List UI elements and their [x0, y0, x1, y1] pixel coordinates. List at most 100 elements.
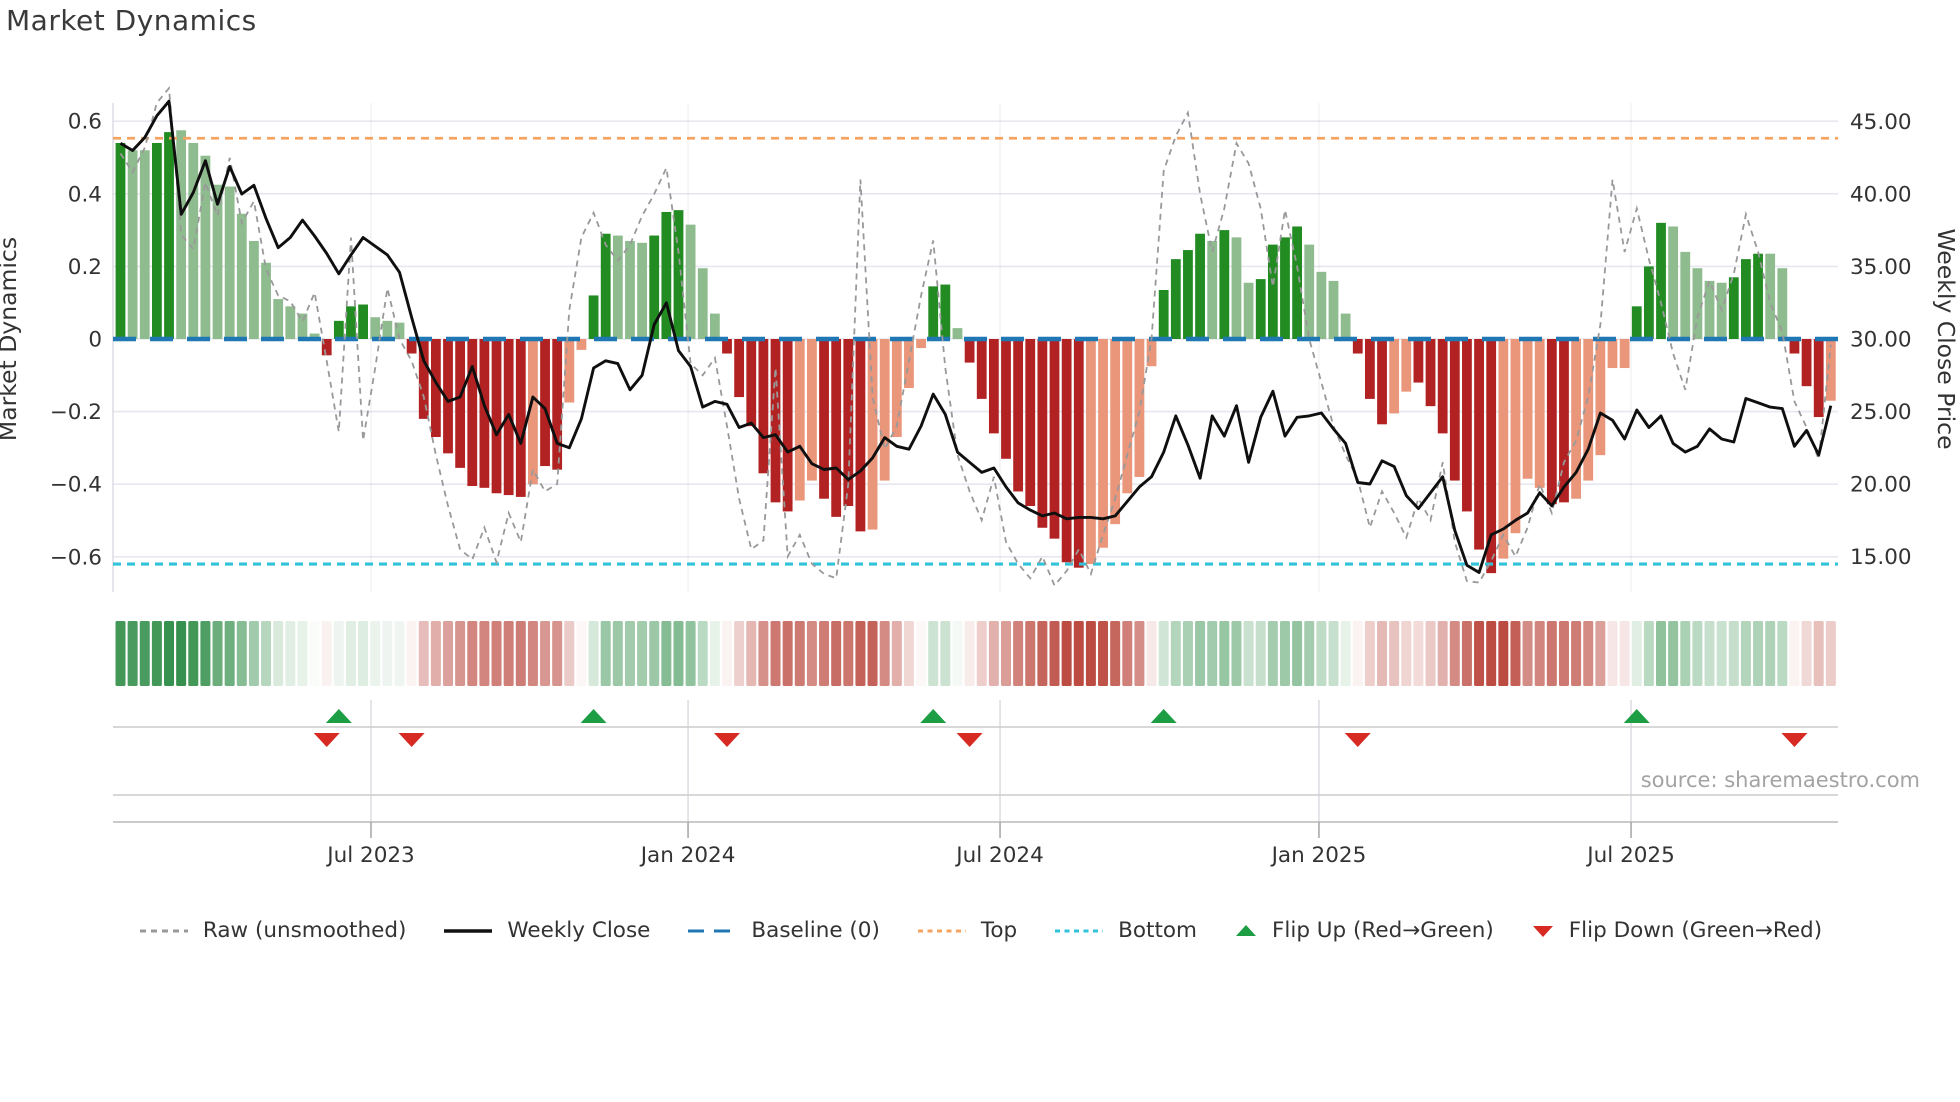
heatmap-cell [1316, 621, 1327, 686]
bar-positive [346, 306, 356, 339]
heatmap-cell [600, 621, 611, 686]
bar-positive [127, 150, 138, 339]
flip-down-icon [1532, 925, 1553, 937]
bar-negative [1025, 339, 1036, 506]
bar-positive [1207, 240, 1218, 339]
legend-line-icon [444, 928, 493, 933]
heatmap-cell [321, 621, 332, 686]
right-tick-label: 30.00 [1850, 328, 1912, 353]
heatmap-cell [1170, 621, 1181, 686]
bar-negative [1013, 339, 1024, 492]
heatmap-cell [1243, 621, 1254, 686]
x-tick-label: Jul 2023 [325, 843, 415, 868]
bar-negative [964, 339, 975, 363]
bar-negative [1462, 339, 1472, 512]
heatmap-cell [1571, 621, 1582, 686]
flip-up-marker-icon [1150, 709, 1177, 723]
legend-item-bottom: Bottom [1053, 918, 1197, 943]
heatmap-cell [1182, 621, 1193, 686]
heatmap-cell [503, 621, 514, 686]
heatmap-cell [709, 621, 720, 686]
heatmap-cell [430, 621, 441, 686]
bar-positive [1692, 268, 1703, 339]
bar-negative [1377, 339, 1387, 425]
bar-negative [1425, 339, 1436, 407]
heatmap-cell [697, 621, 708, 686]
heatmap-cell [1546, 621, 1557, 686]
flip-down-marker-icon [398, 733, 425, 747]
heatmap-cell [151, 621, 162, 686]
bar-negative [1510, 339, 1521, 534]
heatmap-cell [661, 621, 672, 686]
bar-negative [770, 339, 781, 503]
heatmap-cell [1656, 621, 1667, 686]
bar-positive [1231, 237, 1242, 339]
bar-negative [1134, 339, 1145, 477]
heatmap-cell [1122, 621, 1133, 686]
heatmap-cell [1595, 621, 1606, 686]
heatmap-cell [1061, 621, 1072, 686]
bar-positive [1328, 280, 1339, 339]
heatmap-cell [527, 621, 538, 686]
heatmap-cell [358, 621, 369, 686]
heatmap-cell [867, 621, 878, 686]
bar-negative [1146, 339, 1157, 367]
x-axis-labels: Jul 2023 Jan 2024 Jul 2024 Jan 2025 Jul 2025 [325, 843, 1675, 868]
bar-positive [1704, 280, 1715, 339]
bar-negative [1619, 339, 1630, 369]
heatmap-cell [1704, 621, 1715, 686]
heatmap-cell [1085, 621, 1096, 686]
flip-up-marker-icon [580, 709, 607, 723]
bar-negative [1522, 339, 1533, 479]
heatmap-cell [1134, 621, 1145, 686]
bar-negative [758, 339, 769, 474]
heatmap-cell [1013, 621, 1024, 686]
heatmap-cell [1631, 621, 1642, 686]
legend-label: Flip Up (Red→Green) [1272, 918, 1494, 943]
page-title: Market Dynamics [6, 4, 257, 37]
right-tick-label: 35.00 [1850, 255, 1912, 280]
bar-negative [1498, 339, 1509, 559]
bar-positive [1280, 237, 1290, 339]
bar-negative [515, 339, 526, 497]
bar-negative [443, 339, 453, 454]
heatmap-cell [552, 621, 563, 686]
bar-positive [1753, 253, 1763, 339]
left-axis-ticks: 0.6 0.4 0.2 0 −0.2 −0.4 −0.6 [50, 110, 102, 571]
heatmap-cell [564, 621, 575, 686]
bar-positive [333, 320, 344, 339]
heatmap-cell [540, 621, 551, 686]
legend-item-top: Top [916, 918, 1017, 943]
bar-positive [637, 242, 647, 339]
flip-up-marker-icon [325, 709, 352, 723]
heatmap-cell [370, 621, 381, 686]
bar-positive [164, 132, 174, 339]
bar-negative [1474, 339, 1484, 550]
bar-positive [176, 130, 187, 339]
heatmap-cell [1753, 621, 1764, 686]
bar-positive [273, 299, 284, 339]
bar-positive [151, 142, 162, 339]
bar-positive [285, 306, 296, 339]
heatmap-cell [879, 621, 890, 686]
bar-negative [746, 339, 757, 427]
heatmap-cell [928, 621, 939, 686]
heatmap-cell [806, 621, 817, 686]
heatmap-cell [1267, 621, 1278, 686]
legend-item-flip-down: Flip Down (Green→Red) [1530, 918, 1822, 943]
heatmap-cell [1207, 621, 1218, 686]
heatmap-cell [1825, 621, 1836, 686]
heatmap-cell [1765, 621, 1776, 686]
heatmap-cell [758, 621, 769, 686]
bar-positive [1267, 244, 1278, 339]
legend-item-close: Weekly Close [442, 918, 650, 943]
heatmap-cell [1389, 621, 1400, 686]
heatmap-cell [212, 621, 223, 686]
reference-lines [113, 136, 1838, 566]
heatmap-cell [297, 621, 308, 686]
bar-positive [1728, 277, 1739, 339]
bar-positive [1643, 266, 1654, 339]
left-tick-label: −0.4 [50, 473, 102, 498]
close-series [119, 99, 1833, 574]
